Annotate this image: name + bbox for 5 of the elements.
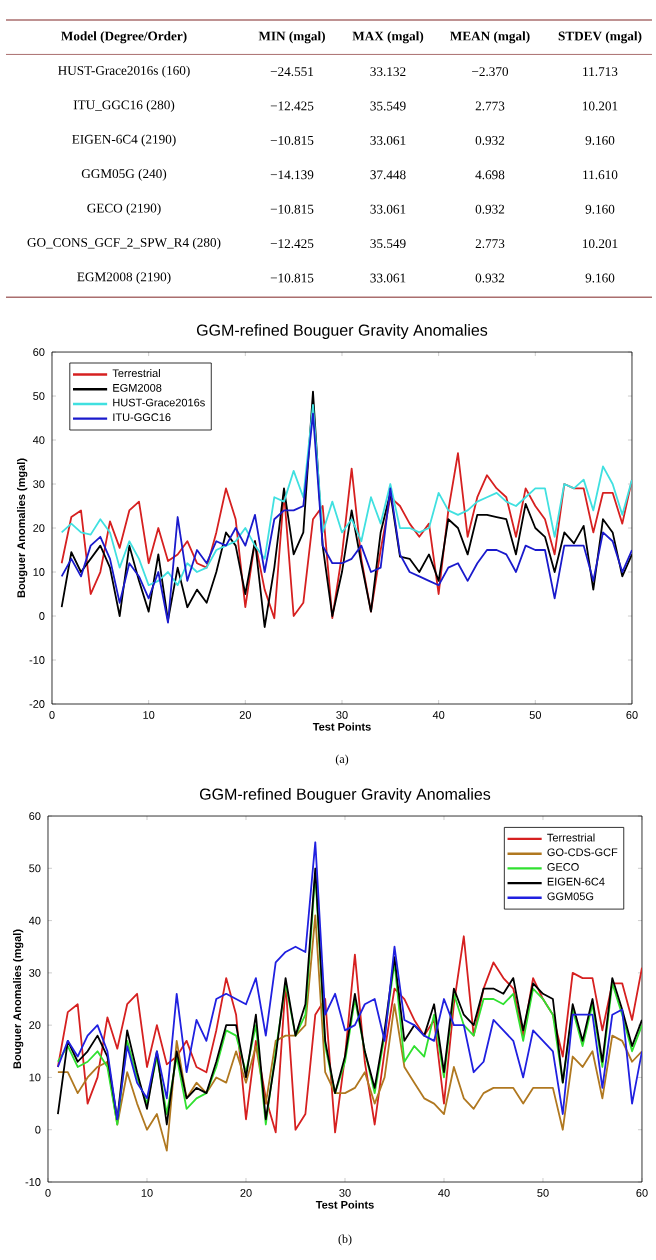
line-series [56,935,642,1134]
line-series [60,403,632,587]
line-series [60,452,632,620]
chart-title: GGM-refined Bouguer Gravity Anomalies [196,324,488,339]
chart-title: GGM-refined Bouguer Gravity Anomalies [199,788,491,803]
